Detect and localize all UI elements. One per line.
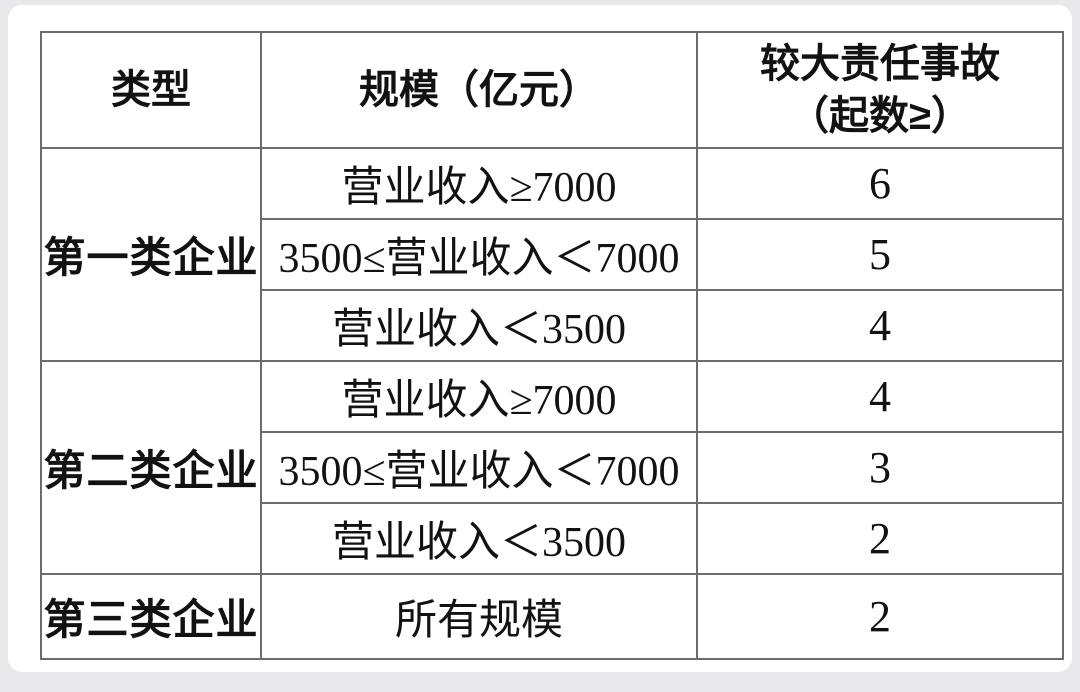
cell-scale: 所有规模 [260,573,698,660]
cell-accidents: 5 [696,218,1064,291]
enterprise-classification-table: 类型 规模（亿元） 较大责任事故 （起数≥） 第一类企业 营业收入≥7000 6… [40,31,1064,660]
table-row: 第三类企业 所有规模 2 [40,573,1064,660]
cell-type-group3: 第三类企业 [40,573,262,660]
table-row: 3500≤营业收入＜7000 5 [41,218,1064,291]
table-row: 3500≤营业收入＜7000 3 [41,431,1064,504]
cell-accidents: 2 [696,502,1064,575]
cell-scale: 营业收入＜3500 [260,502,698,575]
cell-accidents: 4 [696,289,1064,362]
cell-type-group1: 第一类企业 [40,147,262,362]
table-row: 营业收入＜3500 2 [41,502,1064,575]
header-type: 类型 [40,31,262,149]
table-row: 营业收入＜3500 4 [41,289,1064,362]
table-container: 类型 规模（亿元） 较大责任事故 （起数≥） 第一类企业 营业收入≥7000 6… [40,31,1064,660]
cell-scale: 营业收入＜3500 [260,289,698,362]
cell-type-group2: 第二类企业 [40,360,262,575]
table-row: 第二类企业 营业收入≥7000 4 [40,360,1064,575]
header-accidents-line1: 较大责任事故 [760,42,1000,86]
header-accidents: 较大责任事故 （起数≥） [696,31,1064,149]
cell-accidents: 4 [696,360,1064,433]
cell-scale: 营业收入≥7000 [260,360,698,433]
table-header-row: 类型 规模（亿元） 较大责任事故 （起数≥） [40,31,1064,149]
cell-accidents: 6 [696,147,1064,220]
table-row: 第一类企业 营业收入≥7000 6 [40,147,1064,362]
cell-accidents: 2 [696,573,1064,660]
cell-scale: 3500≤营业收入＜7000 [260,431,698,504]
header-accidents-line2: （起数≥） [789,94,971,138]
header-scale: 规模（亿元） [260,31,698,149]
cell-accidents: 3 [696,431,1064,504]
cell-scale: 3500≤营业收入＜7000 [260,218,698,291]
content-card: 类型 规模（亿元） 较大责任事故 （起数≥） 第一类企业 营业收入≥7000 6… [8,5,1072,672]
cell-scale: 营业收入≥7000 [260,147,698,220]
